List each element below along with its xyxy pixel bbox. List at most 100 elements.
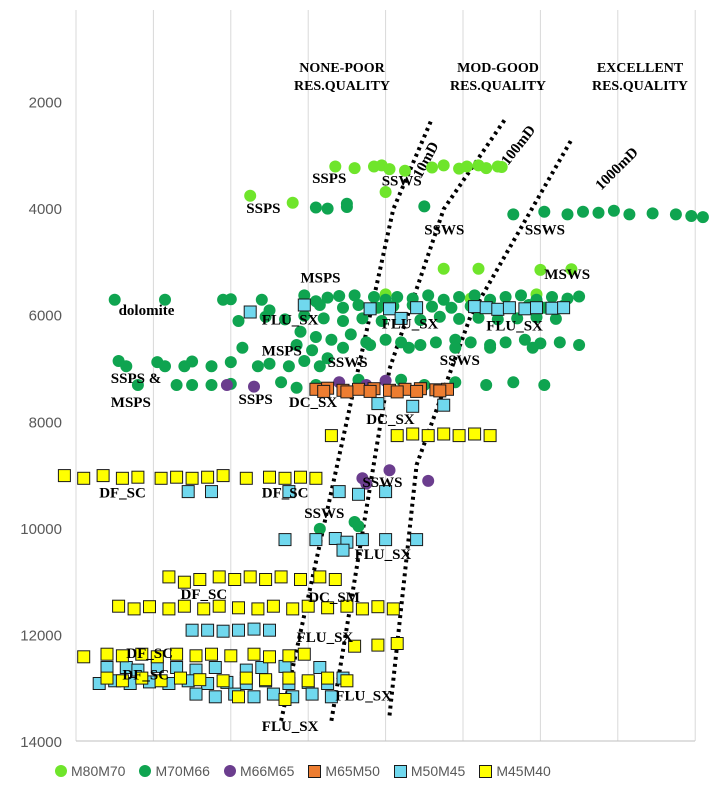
data-point <box>364 339 377 351</box>
data-point <box>452 429 466 443</box>
data-point <box>290 381 303 394</box>
data-point <box>251 360 264 373</box>
data-point <box>263 623 276 637</box>
data-point <box>290 339 303 351</box>
data-point <box>197 602 211 616</box>
data-point <box>263 470 276 484</box>
data-point <box>282 360 295 373</box>
data-point <box>321 601 335 615</box>
data-point <box>162 570 176 584</box>
data-point <box>696 211 709 224</box>
data-point <box>239 671 253 685</box>
data-point <box>491 302 505 316</box>
data-point <box>224 293 237 306</box>
data-point <box>279 313 291 326</box>
data-point <box>340 674 354 688</box>
data-point <box>507 208 520 221</box>
facies-annotation: FLU_SX <box>382 317 439 333</box>
square-marker-icon <box>308 764 322 778</box>
data-point <box>108 293 121 306</box>
data-point <box>472 311 485 324</box>
data-point <box>426 300 438 313</box>
data-point <box>275 376 288 389</box>
data-point <box>460 160 473 173</box>
data-point <box>328 573 342 586</box>
data-point <box>371 600 385 614</box>
y-tick-label: 14000 <box>20 734 62 751</box>
data-point <box>266 599 280 613</box>
data-point <box>154 674 168 688</box>
data-point <box>282 671 296 685</box>
data-point <box>309 471 323 485</box>
data-point <box>205 379 218 391</box>
data-point <box>282 649 296 663</box>
data-point <box>546 291 558 303</box>
data-point <box>538 379 551 391</box>
data-point <box>239 471 253 485</box>
data-point <box>301 599 315 613</box>
data-point <box>174 671 187 685</box>
facies-annotation: FLU_SX <box>335 688 392 704</box>
data-point <box>511 312 524 325</box>
data-point <box>278 471 292 485</box>
permeability-label: 1000mD <box>593 145 642 194</box>
data-point <box>426 161 438 174</box>
data-point <box>259 673 273 687</box>
facies-annotation: FLU_SX <box>355 547 412 563</box>
facies-annotation: FLU_SX <box>297 630 354 646</box>
data-point <box>298 309 311 322</box>
data-point <box>410 533 424 547</box>
data-point <box>352 520 365 533</box>
legend-label: M65M50 <box>325 763 380 779</box>
zone-label: RES.QUALITY <box>450 79 546 94</box>
data-point <box>255 293 268 306</box>
y-tick-label: 6000 <box>29 308 62 325</box>
data-point <box>313 299 326 311</box>
data-point <box>306 344 319 357</box>
data-point <box>592 206 605 219</box>
data-point <box>607 204 620 217</box>
facies-annotation: DF_SC <box>181 587 228 603</box>
data-point <box>337 341 349 354</box>
data-point <box>185 623 199 637</box>
facies-annotation: SSWS <box>525 222 565 238</box>
data-point <box>143 600 156 614</box>
data-point <box>437 427 451 441</box>
data-point <box>418 200 431 213</box>
data-point <box>453 291 466 303</box>
facies-annotation: SSWS <box>382 173 422 189</box>
data-point <box>399 164 411 177</box>
data-point <box>352 299 365 311</box>
data-point <box>375 315 388 327</box>
data-point <box>159 360 171 373</box>
data-point <box>112 599 126 613</box>
y-axis-ticks: 2000 4000 6000 8000 10000 12000 14000 <box>20 95 62 752</box>
data-point <box>224 649 238 663</box>
data-point <box>355 602 369 616</box>
data-point <box>266 687 280 701</box>
square-marker-icon <box>393 764 407 778</box>
data-point <box>445 301 458 314</box>
data-point <box>131 470 145 484</box>
data-point <box>186 355 199 368</box>
legend-label: M45M40 <box>496 763 551 779</box>
data-point <box>422 474 435 487</box>
data-point <box>386 602 400 616</box>
facies-annotation: DF_SC <box>262 486 309 502</box>
facies-annotation: MSWS <box>544 267 590 283</box>
data-point <box>263 357 276 370</box>
data-point <box>557 301 571 315</box>
data-point <box>422 289 435 302</box>
data-point <box>468 300 482 314</box>
data-point <box>348 639 362 653</box>
data-point <box>177 575 191 589</box>
data-point <box>309 201 322 214</box>
facies-annotation: FLU_SX <box>262 313 319 329</box>
data-point <box>390 637 404 650</box>
y-tick-label: 8000 <box>29 414 62 431</box>
data-point <box>324 429 338 443</box>
zone-label: MOD-GOOD <box>457 61 539 76</box>
data-point <box>127 602 141 616</box>
legend-item: M45M40 <box>479 763 551 779</box>
data-point <box>135 647 149 661</box>
